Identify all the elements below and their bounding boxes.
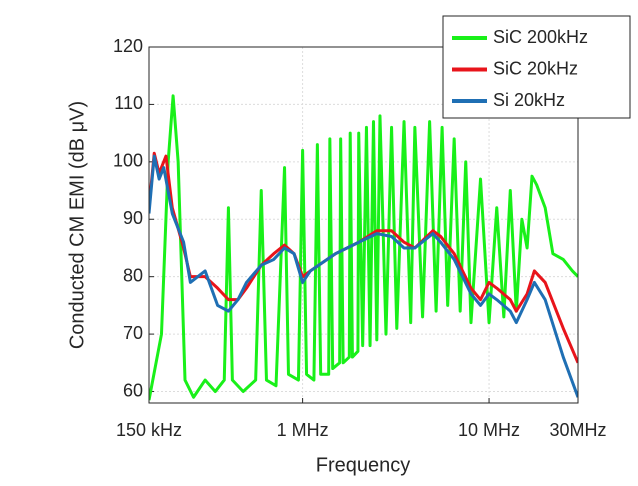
legend-label: SiC 200kHz (493, 27, 588, 47)
x-tick-label: 150 kHz (116, 420, 182, 440)
legend-label: Si 20kHz (493, 90, 565, 110)
x-tick-label: 1 MHz (277, 420, 329, 440)
y-tick-label: 120 (113, 36, 143, 56)
y-tick-label: 90 (123, 208, 143, 228)
plot-frame (148, 46, 579, 404)
y-tick-label: 110 (114, 93, 143, 113)
x-axis-label: Frequency (316, 454, 411, 476)
y-tick-label: 100 (113, 151, 143, 171)
y-axis-label: Conducted CM EMI (dB μV) (66, 101, 88, 349)
legend-label: SiC 20kHz (493, 58, 578, 78)
series-line (149, 154, 578, 398)
x-tick-label: 30MHz (549, 420, 606, 440)
y-tick-label: 70 (123, 323, 143, 343)
y-tick-label: 60 (123, 380, 143, 400)
x-tick-label: 10 MHz (458, 420, 520, 440)
y-tick-label: 80 (123, 265, 143, 285)
